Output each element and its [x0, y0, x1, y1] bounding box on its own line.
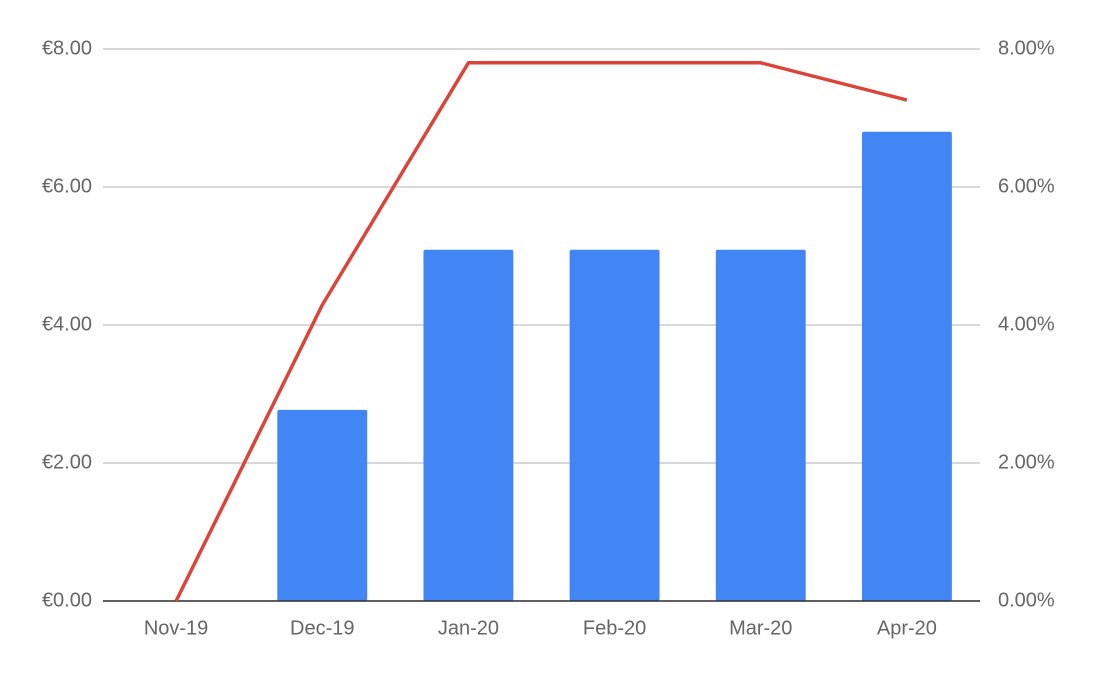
- bar: [423, 249, 514, 602]
- y2-tick-label: 0.00%: [998, 589, 1055, 611]
- y-tick-label: €0.00: [42, 589, 92, 611]
- line: [174, 61, 908, 602]
- y2-tick-label: 8.00%: [998, 37, 1055, 59]
- y2-tick-label: 4.00%: [998, 313, 1055, 335]
- bar: [277, 409, 368, 601]
- x-tick-label: Dec-19: [290, 617, 354, 639]
- bar: [861, 131, 952, 602]
- y-tick-label: €6.00: [42, 175, 92, 197]
- y-tick-label: €4.00: [42, 313, 92, 335]
- bar: [569, 249, 660, 602]
- x-tick-label: Mar-20: [729, 617, 792, 639]
- x-tick-label: Feb-20: [583, 617, 646, 639]
- x-tick-label: Apr-20: [877, 617, 937, 639]
- y2-tick-label: 6.00%: [998, 175, 1055, 197]
- y2-tick-label: 2.00%: [998, 451, 1055, 473]
- x-tick-label: Nov-19: [144, 617, 208, 639]
- y-tick-label: €2.00: [42, 451, 92, 473]
- bar: [715, 249, 806, 602]
- y-tick-label: €8.00: [42, 37, 92, 59]
- x-tick-label: Jan-20: [438, 617, 499, 639]
